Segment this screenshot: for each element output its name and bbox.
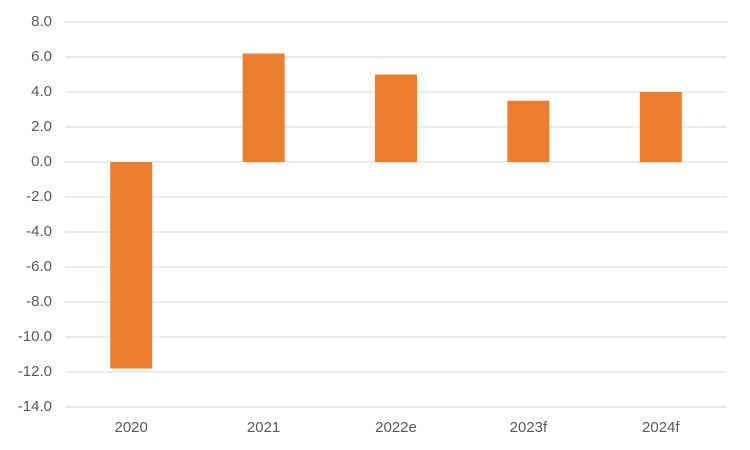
y-tick-label: -2.0	[26, 188, 52, 205]
bar	[507, 100, 550, 162]
y-tick-label: 0.0	[31, 153, 52, 170]
x-tick-label: 2022e	[375, 419, 417, 436]
y-tick-label: 8.0	[31, 13, 52, 30]
y-tick-label: -12.0	[18, 363, 52, 380]
y-tick-label: 6.0	[31, 48, 52, 65]
x-tick-label: 2024f	[642, 419, 680, 436]
bar	[375, 74, 417, 162]
bar	[242, 53, 285, 162]
x-tick-label: 2020	[115, 419, 148, 436]
y-tick-label: -4.0	[26, 223, 52, 240]
x-tick-label: 2021	[247, 419, 280, 436]
y-tick-label: 4.0	[31, 83, 52, 100]
bar	[110, 162, 153, 369]
x-tick-label: 2023f	[510, 419, 548, 436]
y-tick-label: -6.0	[26, 258, 52, 275]
y-tick-label: 2.0	[31, 118, 52, 135]
y-tick-label: -8.0	[26, 293, 52, 310]
y-tick-label: -10.0	[18, 328, 52, 345]
y-tick-label: -14.0	[18, 398, 52, 415]
bar	[639, 92, 682, 162]
